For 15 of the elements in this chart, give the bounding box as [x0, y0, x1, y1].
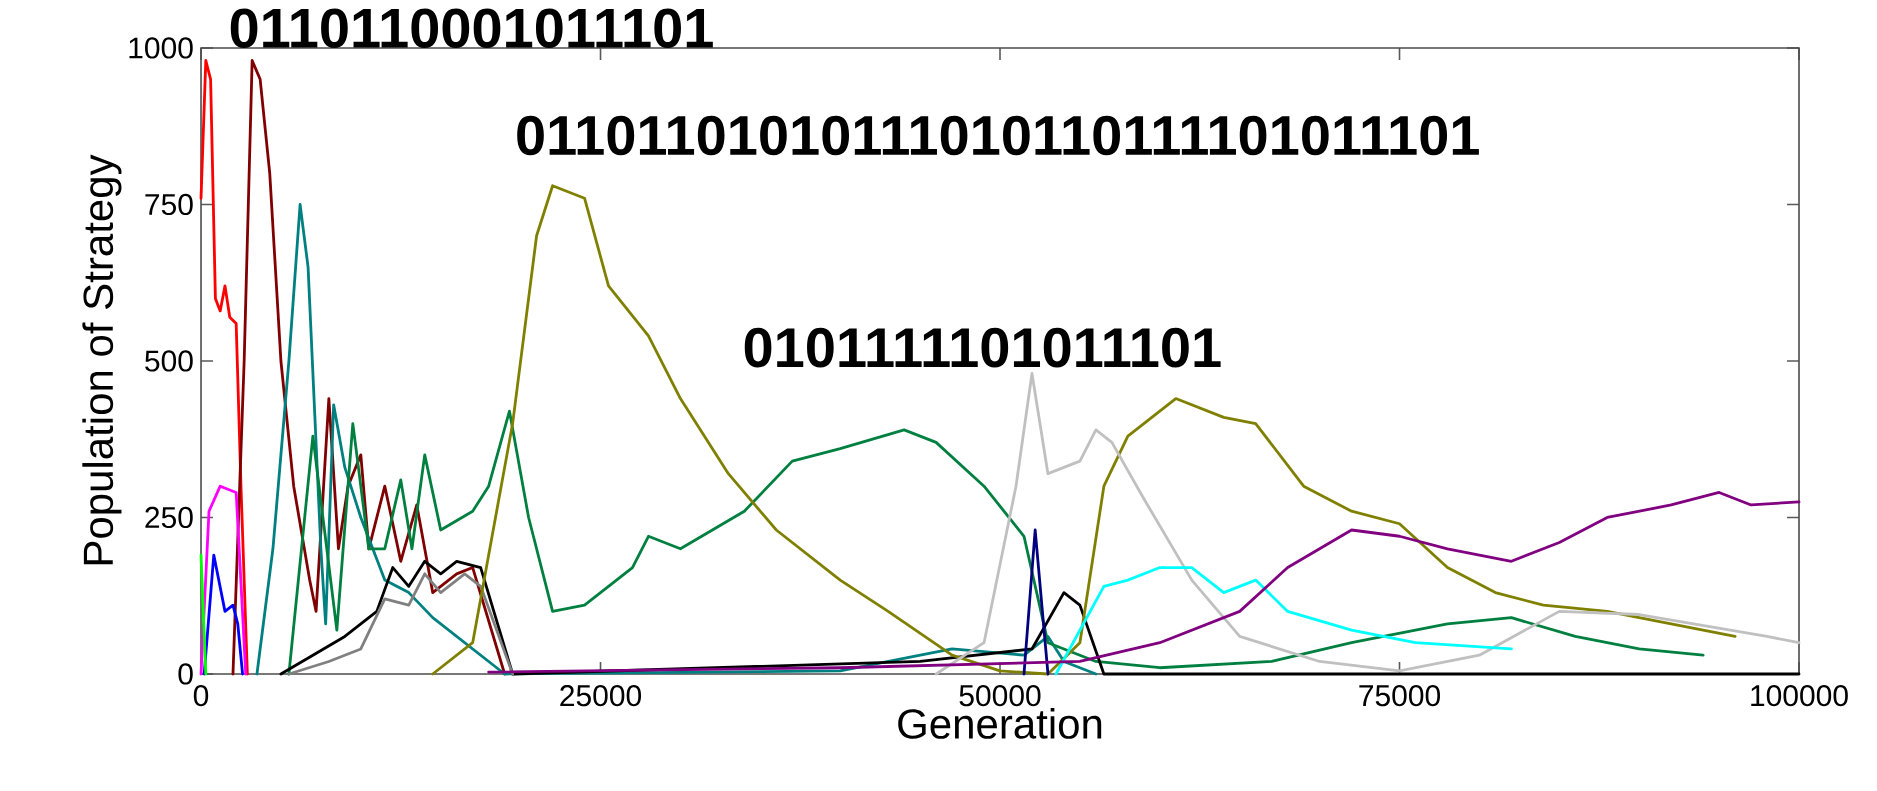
annotation: 0101111101011101	[744, 327, 1221, 368]
annotation: 01101101010111010110111101011101	[517, 115, 1479, 156]
x-tick-label: 50000	[959, 685, 1041, 707]
y-tick-label: 0	[178, 663, 193, 685]
x-tick-label: 100000	[1751, 685, 1848, 707]
x-tick-label: 75000	[1359, 685, 1441, 707]
x-axis-title: Generation	[898, 708, 1102, 739]
y-tick-label: 250	[145, 506, 193, 529]
y-axis-title: Population of Strategy	[82, 154, 122, 565]
y-tick-label: 750	[145, 193, 193, 216]
x-tick-label: 25000	[560, 685, 642, 707]
y-tick-label: 500	[145, 350, 193, 372]
x-tick-label: 0	[193, 685, 209, 707]
y-tick-label: 1000	[129, 37, 193, 59]
annotation: 0110110001011101	[230, 8, 713, 49]
